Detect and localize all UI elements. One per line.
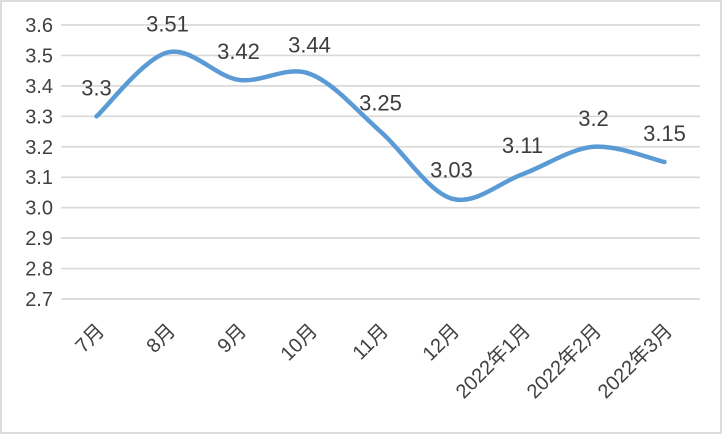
y-axis-tick-label: 3.3 <box>25 106 53 128</box>
data-point-label: 3.15 <box>643 121 686 146</box>
data-point-label: 3.2 <box>578 106 609 131</box>
x-axis-tick-label: 2022年1月 <box>451 319 535 403</box>
x-axis-tick-label: 12月 <box>419 320 464 365</box>
data-point-label: 3.25 <box>359 91 402 116</box>
y-axis-tick-label: 2.7 <box>25 289 53 311</box>
y-axis-tick-label: 3.6 <box>25 15 53 37</box>
data-point-label: 3.44 <box>288 33 331 58</box>
series-line <box>94 49 667 203</box>
y-axis-tick-label: 3.1 <box>25 167 53 189</box>
y-axis-tick-label: 3.4 <box>25 76 53 98</box>
x-axis-tick-label: 9月 <box>213 320 251 358</box>
data-point-label: 3.42 <box>217 39 260 64</box>
x-axis-tick-label: 2022年3月 <box>593 319 677 403</box>
data-point-label: 3.03 <box>430 158 473 183</box>
x-axis-tick-label: 2022年2月 <box>522 319 606 403</box>
y-axis-tick-label: 3.2 <box>25 137 53 159</box>
y-axis-tick-label: 2.9 <box>25 228 53 250</box>
x-axis-tick-label: 10月 <box>277 320 322 365</box>
x-axis-tick-label: 8月 <box>142 320 180 358</box>
data-point-label: 3.11 <box>502 133 543 158</box>
x-axis-tick-label: 11月 <box>349 320 393 364</box>
data-point-label: 3.51 <box>146 11 189 36</box>
x-axis-tick-label: 7月 <box>71 320 109 358</box>
y-axis-tick-label: 3.0 <box>25 198 53 220</box>
y-axis-tick-label: 3.5 <box>25 45 53 67</box>
data-point-label: 3.3 <box>81 75 112 100</box>
y-axis-tick-label: 2.8 <box>25 259 53 281</box>
